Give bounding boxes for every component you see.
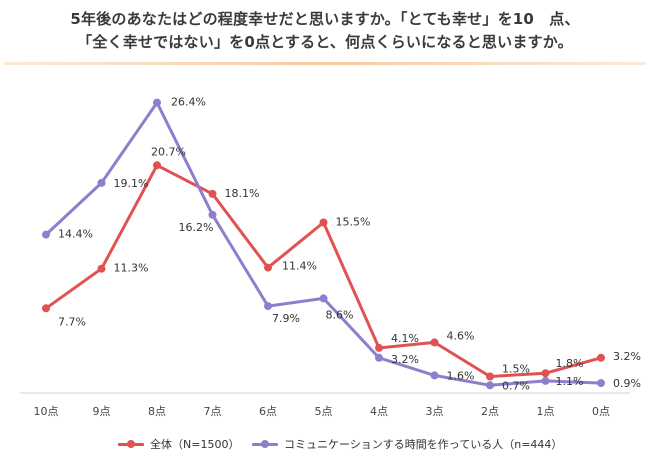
data-label-0: 11.4% bbox=[282, 260, 317, 273]
data-label-0: 3.2% bbox=[613, 350, 641, 363]
x-tick-label: 5点 bbox=[315, 405, 333, 418]
data-label-0: 4.6% bbox=[447, 329, 475, 342]
data-label-0: 18.1% bbox=[225, 187, 260, 200]
data-point-1 bbox=[97, 178, 106, 187]
chart-legend: 全体（N=1500） コミュニケーションする時間を作っている人（n=444） bbox=[0, 436, 650, 458]
data-point-0 bbox=[541, 369, 550, 378]
data-point-1 bbox=[430, 371, 439, 380]
data-label-0: 1.8% bbox=[556, 357, 584, 370]
x-tick-label: 7点 bbox=[204, 405, 222, 418]
legend-item-comm: コミュニケーションする時間を作っている人（n=444） bbox=[252, 436, 562, 452]
legend-swatch-comm bbox=[252, 439, 278, 449]
data-point-0 bbox=[264, 263, 272, 272]
data-label-0: 11.3% bbox=[114, 262, 149, 275]
x-tick-label: 2点 bbox=[481, 405, 499, 418]
data-point-0 bbox=[486, 372, 494, 381]
data-label-0: 4.1% bbox=[391, 332, 419, 345]
legend-label-all: 全体（N=1500） bbox=[150, 438, 240, 451]
legend-item-all: 全体（N=1500） bbox=[118, 436, 239, 452]
data-point-1 bbox=[541, 376, 550, 385]
data-point-0 bbox=[375, 343, 383, 352]
x-tick-label: 0点 bbox=[592, 405, 610, 418]
data-label-0: 15.5% bbox=[336, 216, 371, 229]
data-point-1 bbox=[486, 381, 494, 390]
data-point-1 bbox=[597, 379, 605, 388]
chart-title-line-1: 5年後のあなたはどの程度幸せだと思いますか。「とても幸せ」を10 点、 bbox=[70, 10, 580, 28]
data-point-1 bbox=[375, 353, 383, 362]
data-label-0: 1.5% bbox=[502, 363, 530, 376]
x-tick-label: 10点 bbox=[34, 405, 59, 418]
data-point-1 bbox=[42, 230, 50, 239]
data-point-0 bbox=[430, 338, 439, 347]
x-tick-label: 8点 bbox=[148, 405, 166, 418]
data-label-1: 14.4% bbox=[58, 228, 93, 241]
chart-title: 5年後のあなたはどの程度幸せだと思いますか。「とても幸せ」を10 点、 「全く幸… bbox=[0, 8, 650, 54]
x-tick-label: 3点 bbox=[426, 405, 444, 418]
data-label-1: 7.9% bbox=[272, 312, 300, 325]
data-point-0 bbox=[153, 161, 161, 170]
data-point-1 bbox=[208, 210, 217, 219]
data-label-1: 8.6% bbox=[326, 308, 354, 321]
data-label-1: 16.2% bbox=[179, 221, 214, 234]
data-label-0: 20.7% bbox=[151, 145, 186, 158]
x-tick-label: 6点 bbox=[259, 405, 277, 418]
x-tick-label: 4点 bbox=[370, 405, 388, 418]
legend-swatch-all bbox=[118, 439, 144, 449]
data-point-1 bbox=[319, 294, 328, 303]
data-label-1: 0.7% bbox=[502, 379, 530, 392]
data-point-1 bbox=[153, 98, 161, 107]
data-point-0 bbox=[597, 353, 605, 362]
chart-title-line-2: 「全く幸せではない」を0点とすると、何点くらいになると思いますか。 bbox=[77, 33, 573, 51]
data-point-0 bbox=[319, 218, 328, 227]
data-label-1: 1.1% bbox=[556, 375, 584, 388]
data-label-1: 26.4% bbox=[171, 96, 206, 109]
data-label-1: 1.6% bbox=[447, 369, 475, 382]
data-label-0: 7.7% bbox=[58, 315, 86, 328]
series-line-1 bbox=[44, 101, 603, 387]
data-label-1: 0.9% bbox=[613, 377, 641, 390]
data-label-1: 19.1% bbox=[114, 177, 149, 190]
legend-label-comm: コミュニケーションする時間を作っている人（n=444） bbox=[284, 438, 563, 451]
data-point-0 bbox=[208, 189, 217, 198]
data-point-0 bbox=[42, 304, 50, 313]
x-tick-label: 9点 bbox=[93, 405, 111, 418]
x-tick-label: 1点 bbox=[537, 405, 555, 418]
data-point-0 bbox=[97, 264, 106, 273]
title-underline bbox=[4, 62, 646, 65]
data-point-1 bbox=[264, 302, 272, 311]
data-label-1: 3.2% bbox=[391, 353, 419, 366]
